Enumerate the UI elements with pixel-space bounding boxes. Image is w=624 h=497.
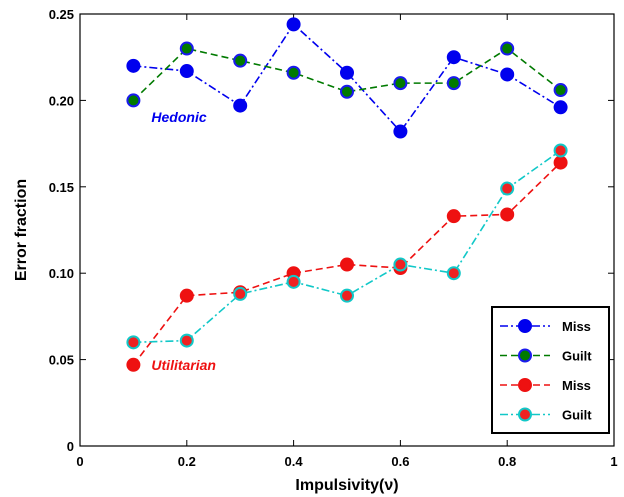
- series-line: [132, 162, 562, 366]
- data-point: [179, 333, 194, 348]
- data-point: [553, 143, 568, 158]
- y-axis-label: Error fraction: [13, 179, 30, 281]
- data-point: [553, 100, 568, 115]
- legend-marker: [518, 378, 532, 392]
- x-tick-label: 0: [76, 454, 83, 469]
- data-point: [233, 53, 248, 68]
- data-point: [233, 98, 248, 113]
- annotation-hedonic: Hedonic: [151, 109, 206, 125]
- legend-label: Miss: [562, 378, 591, 393]
- y-tick-label: 0.20: [49, 93, 74, 108]
- y-tick-label: 0.05: [49, 353, 74, 368]
- legend-entry-miss-hedonic: Miss: [500, 319, 591, 334]
- x-tick-label: 0.2: [178, 454, 196, 469]
- data-point: [126, 58, 141, 73]
- x-tick-label: 0.6: [391, 454, 409, 469]
- series-line: [132, 47, 562, 101]
- data-point: [126, 93, 141, 108]
- data-point: [179, 41, 194, 56]
- data-point: [126, 335, 141, 350]
- data-point: [500, 207, 515, 222]
- legend-entry-guilt-hedonic: Guilt: [500, 348, 592, 364]
- x-tick-label: 0.4: [285, 454, 304, 469]
- series-guilt-utilitarian: [126, 143, 568, 350]
- legend-entry-miss-utilitarian: Miss: [500, 378, 591, 393]
- data-point: [179, 288, 194, 303]
- data-point: [446, 50, 461, 65]
- data-point: [500, 67, 515, 82]
- data-point: [233, 286, 248, 301]
- series-guilt-hedonic: [126, 41, 568, 108]
- data-point: [446, 266, 461, 281]
- y-tick-label: 0.15: [49, 180, 74, 195]
- legend-label: Guilt: [562, 408, 592, 423]
- data-point: [286, 65, 301, 80]
- y-tick-label: 0: [67, 439, 74, 454]
- data-point: [393, 124, 408, 139]
- data-point: [446, 209, 461, 224]
- legend-label: Miss: [562, 319, 591, 334]
- legend-marker: [518, 407, 532, 422]
- plot-area-border: [79, 13, 615, 447]
- y-tick-label: 0.10: [49, 266, 74, 281]
- annotation-utilitarian: Utilitarian: [151, 357, 216, 373]
- legend: Miss Guilt Miss Guilt: [491, 306, 610, 434]
- data-point: [446, 76, 461, 91]
- data-point: [340, 65, 354, 80]
- data-point: [340, 84, 354, 99]
- data-point: [286, 274, 301, 289]
- x-tick-label: 1: [610, 454, 617, 469]
- series-line: [133, 149, 562, 344]
- data-point: [500, 181, 515, 196]
- legend-label: Guilt: [562, 349, 592, 364]
- data-point: [393, 257, 408, 272]
- annotations: Hedonic Utilitarian: [151, 109, 216, 373]
- series-layer: [126, 17, 568, 372]
- legend-marker: [518, 348, 532, 363]
- x-axis-label: Impulsivity(ν): [295, 477, 398, 494]
- x-tick-label: 0.8: [498, 454, 516, 469]
- data-point: [126, 357, 141, 372]
- legend-box: [491, 306, 610, 434]
- data-point: [553, 83, 568, 98]
- plot-frame: [79, 13, 615, 447]
- legend-marker: [518, 319, 532, 333]
- series-miss-hedonic: [126, 17, 568, 139]
- data-point: [393, 76, 408, 91]
- data-point: [340, 257, 354, 272]
- data-point: [286, 17, 301, 32]
- data-point: [553, 155, 568, 170]
- data-point: [340, 288, 354, 303]
- legend-entry-guilt-utilitarian: Guilt: [500, 407, 592, 423]
- y-tick-label: 0.25: [49, 7, 74, 22]
- data-point: [500, 41, 515, 56]
- axis-ticks: 0 0.2 0.4 0.6 0.8 1 0 0.05 0.10 0.15 0.20 0.25: [49, 7, 618, 469]
- data-point: [179, 64, 194, 79]
